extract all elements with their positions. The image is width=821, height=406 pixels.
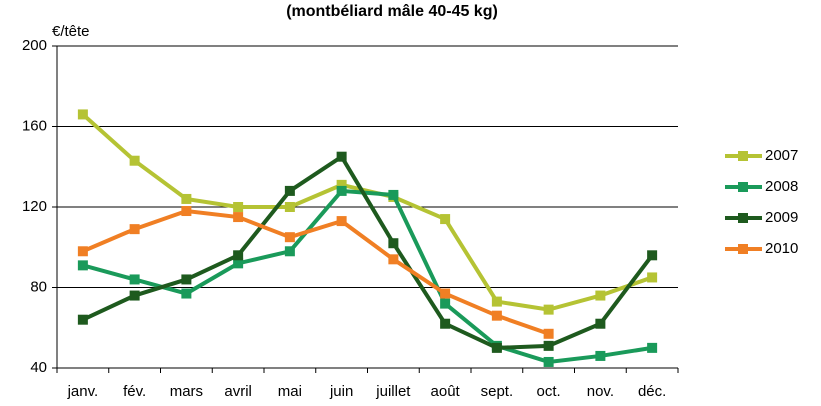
point [388, 254, 399, 265]
x-tick-label: oct. [537, 383, 561, 400]
x-tick-label: août [431, 383, 461, 400]
point [336, 179, 347, 190]
x-tick-label: déc. [638, 383, 666, 400]
point [647, 250, 658, 261]
point [543, 340, 554, 351]
y-axis-label: €/tête [52, 23, 90, 40]
x-tick-label: juin [329, 383, 353, 400]
point [388, 238, 399, 249]
point [440, 298, 451, 309]
point [491, 310, 502, 321]
point [440, 214, 451, 225]
legend-label: 2007 [765, 147, 798, 164]
point [233, 212, 244, 223]
point [181, 288, 192, 299]
legend-marker [738, 182, 748, 192]
y-tick-label: 160 [22, 117, 47, 134]
point [129, 224, 140, 235]
point [77, 109, 88, 120]
x-tick-label: fév. [123, 383, 146, 400]
x-tick-label: avril [224, 383, 252, 400]
y-tick-label: 80 [30, 278, 47, 295]
legend-label: 2010 [765, 240, 798, 257]
point [491, 342, 502, 353]
x-tick-label: juillet [375, 383, 411, 400]
x-tick-label: mars [170, 383, 203, 400]
point [595, 318, 606, 329]
series-line [82, 153, 654, 350]
series-line [82, 188, 653, 364]
point [543, 304, 554, 315]
point [77, 314, 88, 325]
point [491, 296, 502, 307]
point [336, 216, 347, 227]
point [77, 246, 88, 257]
point [284, 185, 295, 196]
y-tick-label: 200 [22, 37, 47, 54]
point [233, 202, 244, 212]
point [440, 288, 451, 299]
point [543, 328, 554, 339]
point [233, 258, 244, 269]
legend-marker [738, 151, 748, 161]
legend-label: 2008 [765, 178, 798, 195]
point [284, 232, 295, 243]
point [233, 250, 244, 261]
point [336, 185, 347, 196]
point [284, 246, 295, 257]
x-tick-label: nov. [587, 383, 614, 400]
point [181, 193, 192, 204]
point [336, 151, 347, 162]
point [284, 202, 295, 212]
point [129, 155, 140, 166]
point [595, 290, 606, 301]
legend-marker [738, 213, 748, 223]
point [440, 318, 451, 329]
point [129, 290, 140, 301]
point [647, 342, 658, 353]
point [388, 189, 399, 200]
point [181, 206, 192, 217]
point [77, 260, 88, 271]
point [129, 274, 140, 285]
series-line [81, 112, 653, 312]
legend-marker [738, 244, 748, 254]
point [181, 274, 192, 285]
y-tick-label: 40 [30, 359, 47, 376]
series-line [82, 208, 550, 336]
x-tick-label: sept. [481, 383, 514, 400]
x-tick-label: mai [278, 383, 302, 400]
legend-label: 2009 [765, 209, 798, 226]
point [595, 350, 606, 361]
point [543, 356, 554, 367]
x-tick-label: janv. [67, 383, 99, 400]
chart-title: (montbéliard mâle 40-45 kg) [286, 3, 498, 20]
point [647, 272, 658, 283]
y-tick-label: 120 [22, 198, 47, 215]
